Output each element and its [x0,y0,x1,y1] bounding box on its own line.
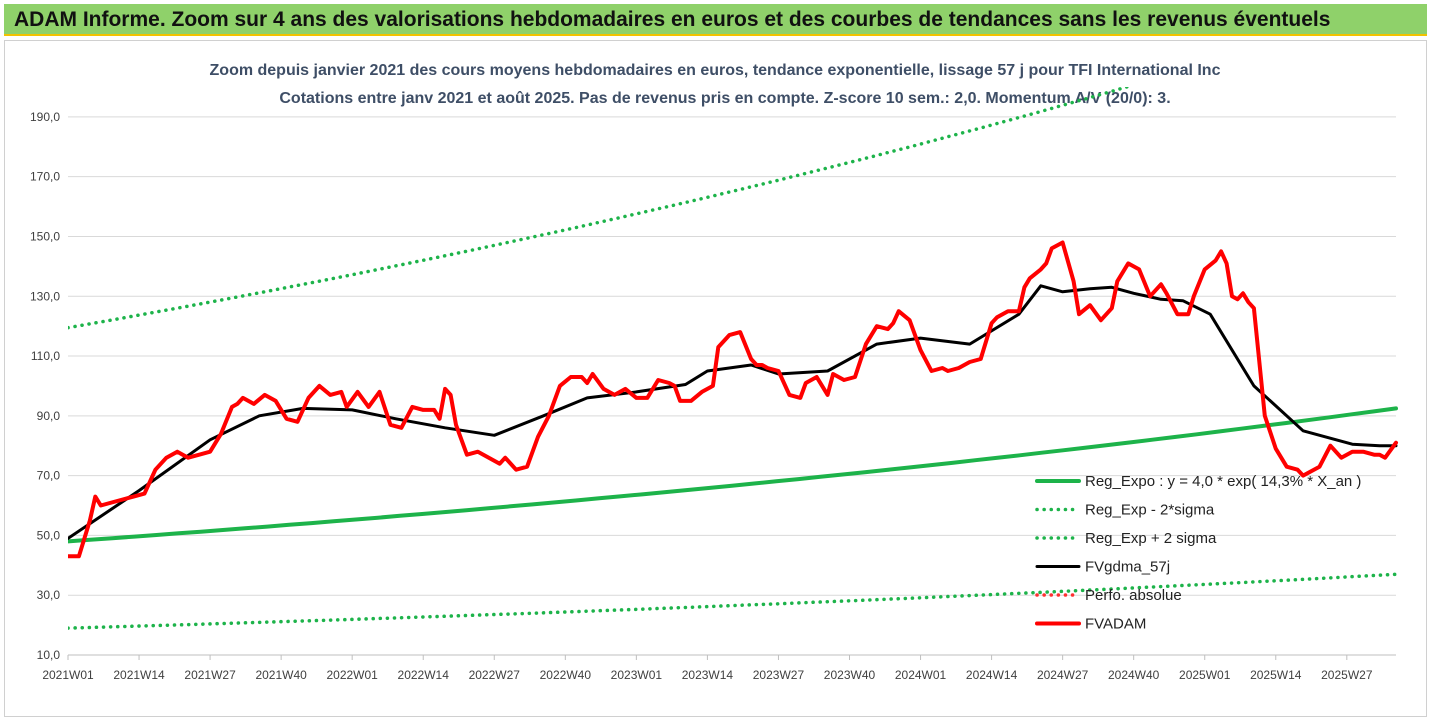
x-tick-label: 2023W27 [753,668,805,682]
legend-label: FVADAM [1085,616,1146,633]
chart-subtitle: Cotations entre janv 2021 et août 2025. … [279,90,1170,107]
y-tick-label: 150,0 [30,229,60,243]
legend: Reg_Expo : y = 4,0 * exp( 14,3% * X_an )… [1035,473,1361,633]
x-tick-label: 2025W14 [1250,668,1302,682]
x-tick-label: 2021W27 [184,668,236,682]
series-line-5 [68,240,1398,559]
x-tick-label: 2022W01 [326,668,378,682]
legend-label: Perfo. absolue [1085,587,1182,604]
gridlines [68,116,1396,656]
plot-area [68,87,1398,630]
x-tick-label: 2025W27 [1321,668,1373,682]
x-tick-label: 2024W27 [1037,668,1089,682]
y-tick-label: 170,0 [30,170,60,184]
x-tick-label: 2022W40 [540,668,592,682]
y-tick-label: 50,0 [37,528,61,542]
legend-label: Reg_Exp - 2*sigma [1085,502,1215,519]
legend-label: Reg_Expo : y = 4,0 * exp( 14,3% * X_an ) [1085,473,1361,490]
x-tick-label: 2022W27 [469,668,521,682]
report-title-banner: ADAM Informe. Zoom sur 4 ans des valoris… [4,4,1427,36]
report-title: ADAM Informe. Zoom sur 4 ans des valoris… [14,8,1331,31]
x-tick-label: 2024W14 [966,668,1018,682]
x-tick-label: 2023W14 [682,668,734,682]
line-chart: Zoom depuis janvier 2021 des cours moyen… [30,62,1398,682]
legend-label: Reg_Exp + 2 sigma [1085,530,1217,547]
legend-label: FVgdma_57j [1085,559,1170,576]
x-tick-label: 2025W01 [1179,668,1231,682]
y-axis-ticks: 10,0 30,0 50,0 70,0 90,0 110,0 130,0 150,0 170,0… [30,110,60,662]
x-tick-label: 2023W40 [824,668,876,682]
series-line-0 [68,406,1398,544]
y-tick-label: 90,0 [37,409,61,423]
x-tick-label: 2021W40 [255,668,307,682]
x-tick-label: 2021W01 [42,668,94,682]
series-line-1 [68,572,1398,630]
y-tick-label: 110,0 [31,349,60,363]
x-tick-label: 2022W14 [398,668,450,682]
y-tick-label: 130,0 [30,289,60,303]
x-tick-label: 2021W14 [113,668,165,682]
chart-title: Zoom depuis janvier 2021 des cours moyen… [210,62,1221,79]
series-line-3 [68,284,1398,540]
x-tick-label: 2024W40 [1108,668,1160,682]
y-tick-label: 190,0 [30,110,60,124]
y-tick-label: 10,0 [37,648,61,662]
x-axis-ticks: 2021W01 2021W14 2021W27 2021W40 2022W01 2022W… [42,654,1396,682]
y-tick-label: 70,0 [37,469,61,483]
chart-area: Zoom depuis janvier 2021 des cours moyen… [4,40,1427,717]
x-tick-label: 2024W01 [895,668,947,682]
y-tick-label: 30,0 [37,588,61,602]
x-tick-label: 2023W01 [611,668,663,682]
